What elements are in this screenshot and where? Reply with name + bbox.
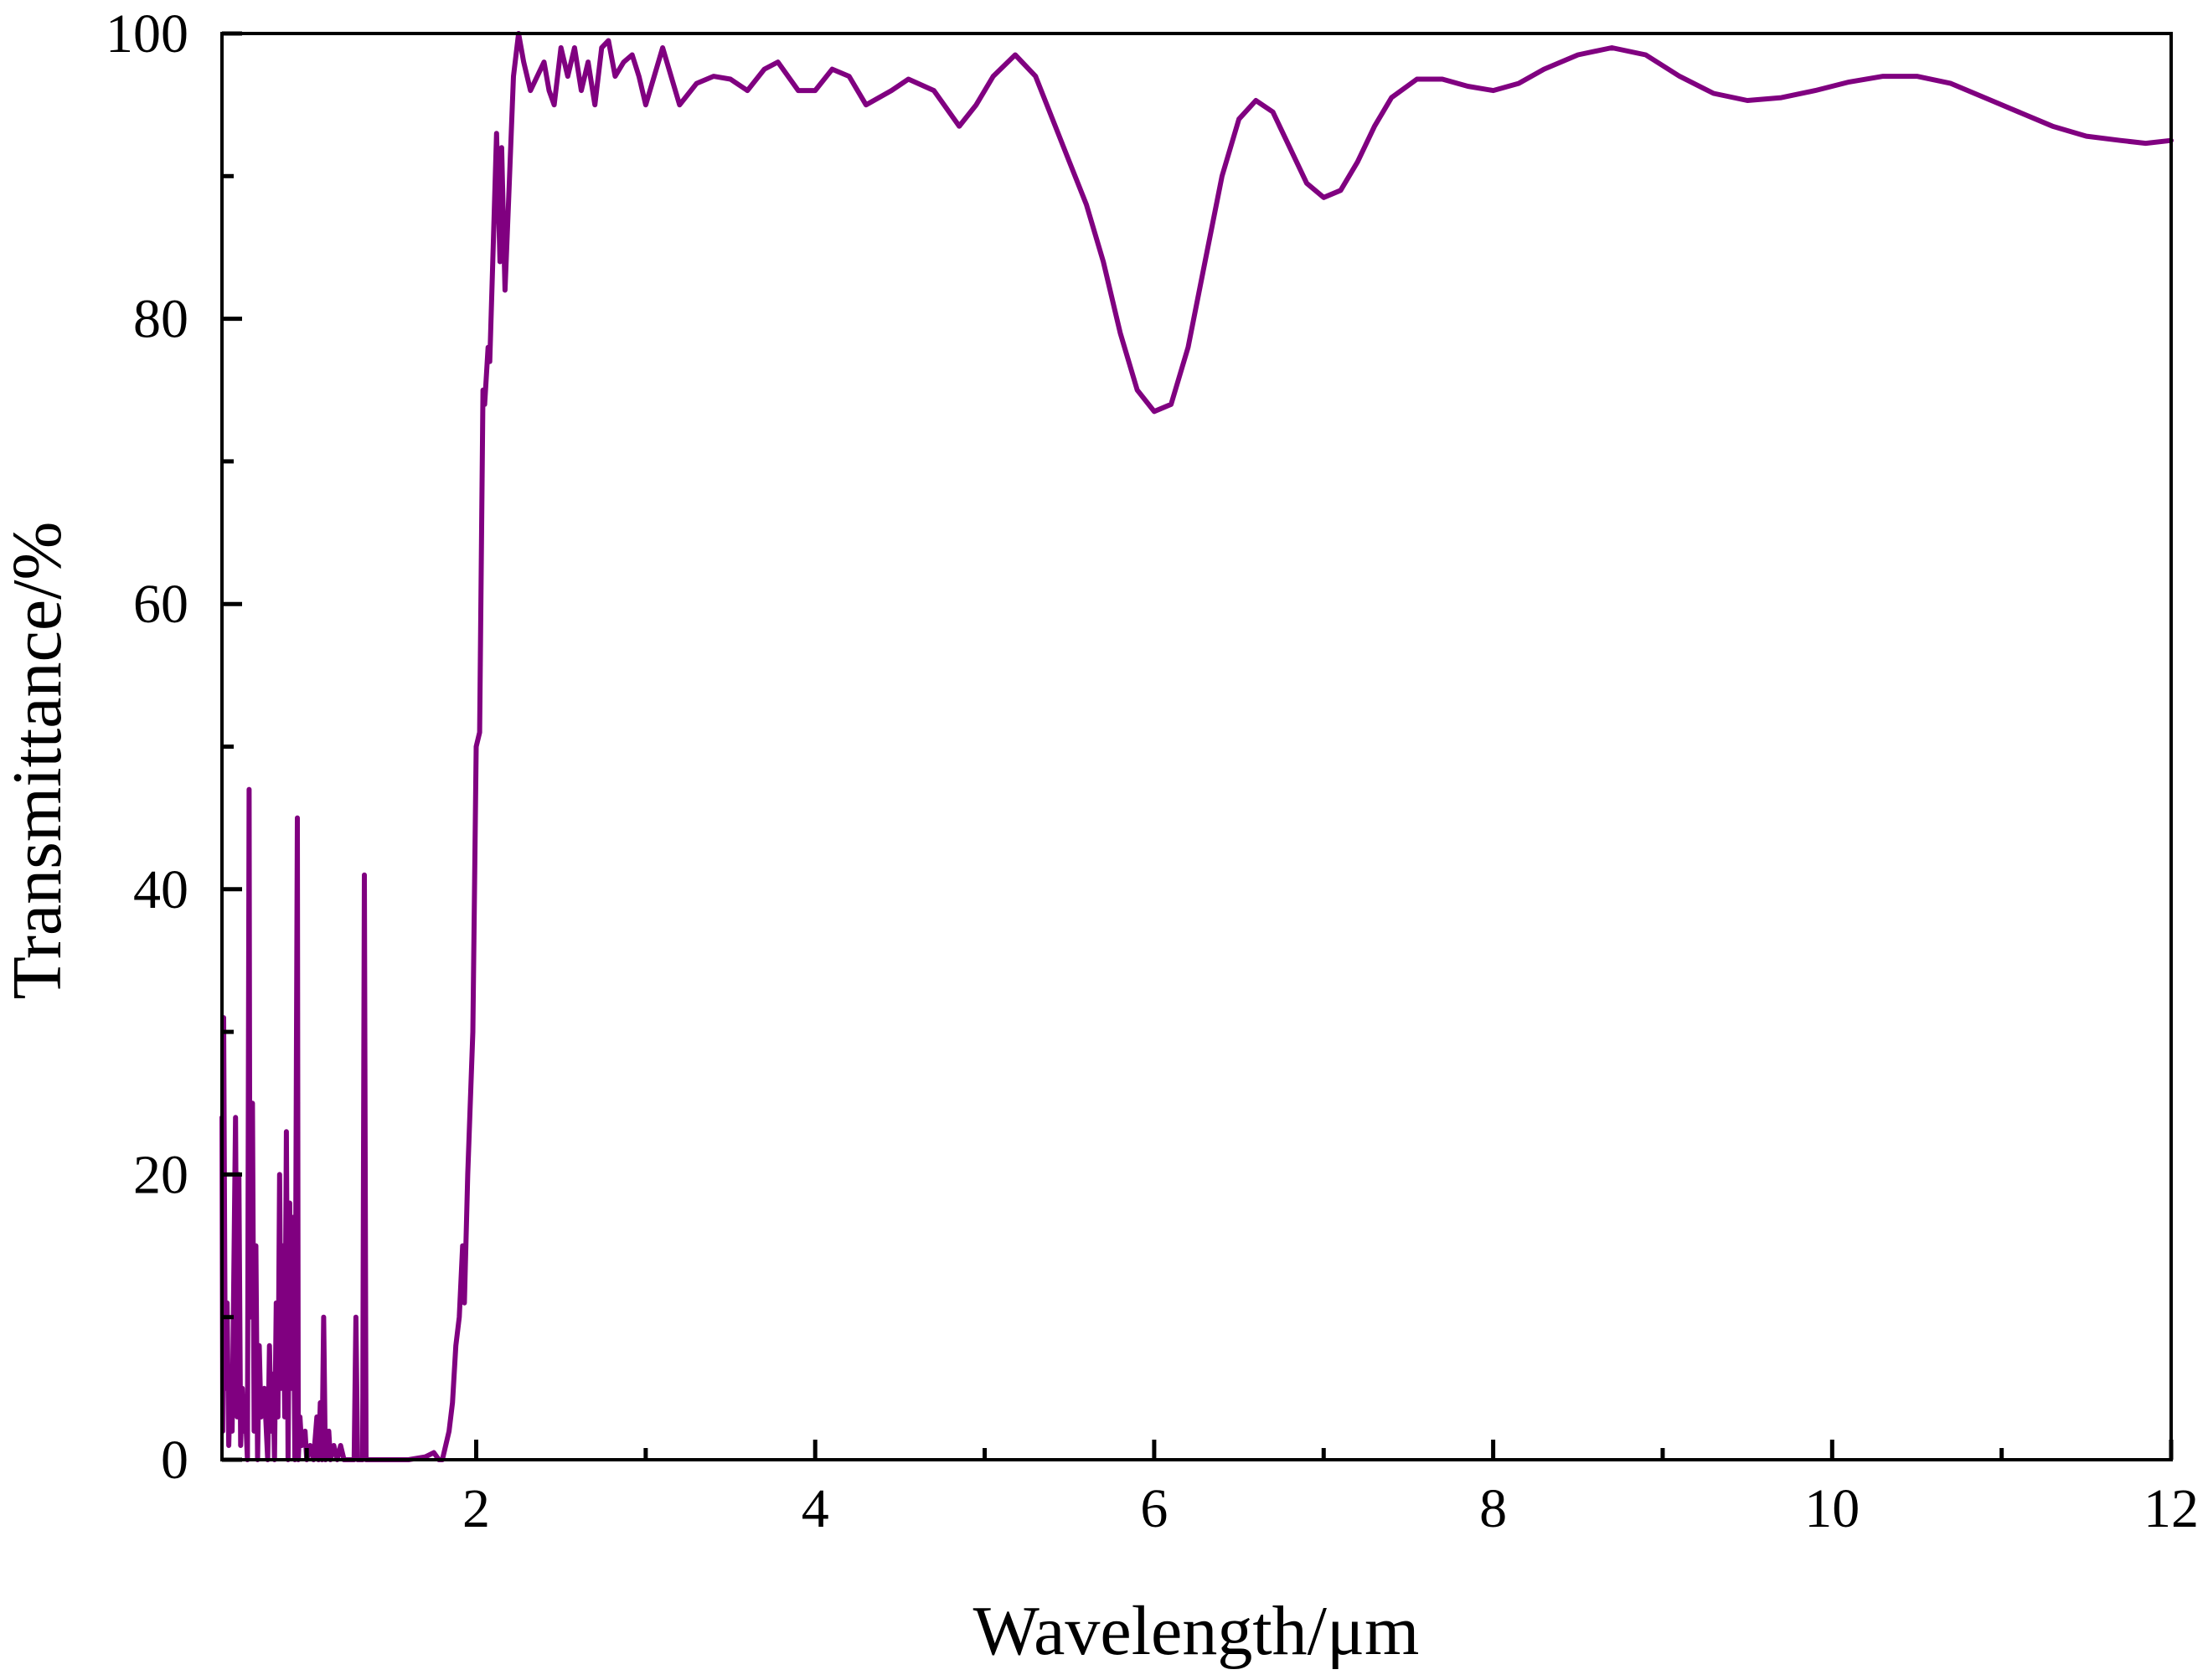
x-tick-label: 10 <box>1804 1478 1860 1539</box>
x-axis-title: Wavelength/μm <box>973 1592 1420 1670</box>
y-tick-label: 80 <box>133 289 188 350</box>
y-tick-label: 60 <box>133 574 188 635</box>
x-tick-label: 12 <box>2144 1478 2199 1539</box>
series-line-1 <box>219 31 2174 1462</box>
x-tick-label: 4 <box>802 1478 829 1539</box>
y-axis-title: Transmittance/% <box>0 522 76 1000</box>
y-tick-label: 40 <box>133 859 188 920</box>
plot-frame <box>220 32 2173 1461</box>
tick-labels: 2 4 6 8 10 12 0 20 40 60 80 100 <box>106 3 2199 1539</box>
y-tick-label: 100 <box>106 3 188 64</box>
axes <box>220 31 2174 1462</box>
x-tick-label: 6 <box>1140 1478 1168 1539</box>
plot-area <box>219 31 2174 1462</box>
x-tick-label: 8 <box>1479 1478 1507 1539</box>
y-tick-label: 0 <box>161 1430 188 1491</box>
x-tick-label: 2 <box>462 1478 490 1539</box>
y-tick-label: 20 <box>133 1144 188 1205</box>
